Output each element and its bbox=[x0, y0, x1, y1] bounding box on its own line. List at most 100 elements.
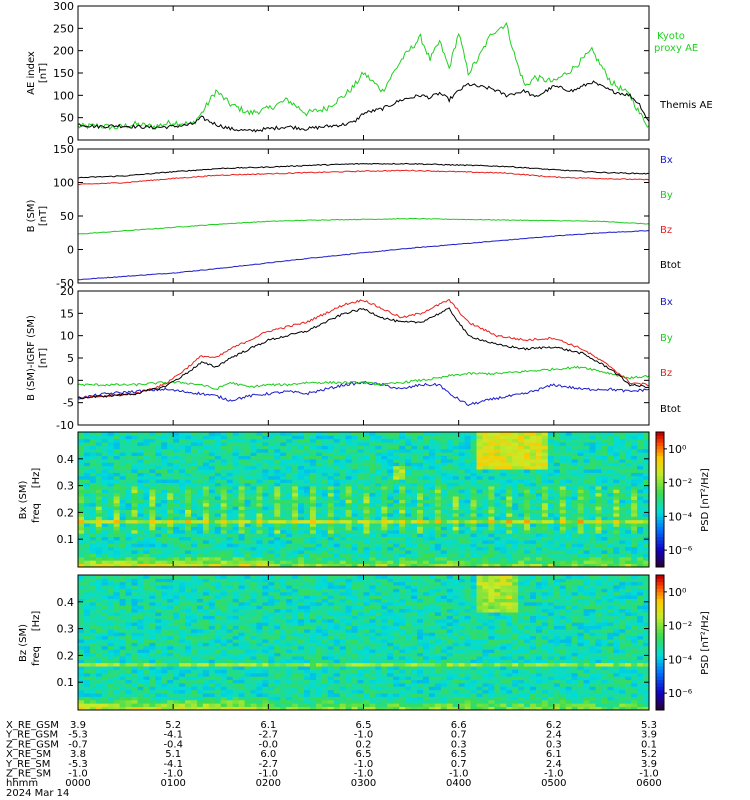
spectrogram-cell bbox=[298, 526, 305, 531]
spectrogram-cell bbox=[553, 550, 561, 554]
spectrogram-cell bbox=[518, 563, 525, 568]
spectrogram-cell bbox=[161, 499, 168, 504]
spectrogram-cell bbox=[238, 445, 245, 450]
spectrogram-cell bbox=[452, 489, 460, 494]
spectrogram-cell bbox=[488, 516, 495, 521]
spectrogram-cell bbox=[202, 585, 210, 589]
spectrogram-cell bbox=[470, 472, 477, 477]
spectrogram-cell bbox=[577, 556, 584, 561]
spectrogram-cell bbox=[601, 499, 608, 504]
spectrogram-cell bbox=[631, 435, 638, 440]
spectrogram-cell bbox=[167, 523, 174, 527]
spectrogram-cell bbox=[422, 536, 430, 541]
spectrogram-cell bbox=[571, 523, 579, 527]
spectrogram-cell bbox=[643, 529, 650, 534]
spectrogram-cell bbox=[417, 499, 424, 504]
spectrogram-cell bbox=[631, 516, 638, 521]
spectrogram-cell bbox=[274, 499, 281, 504]
spectrogram-cell bbox=[458, 438, 466, 443]
spectrogram-cell bbox=[458, 533, 466, 538]
spectrogram-cell bbox=[131, 492, 138, 497]
spectrogram-cell bbox=[393, 465, 400, 470]
spectrogram-cell bbox=[78, 669, 85, 674]
spectrogram-cell bbox=[547, 486, 555, 490]
spectrogram-cell bbox=[506, 540, 513, 544]
spectrogram-cell bbox=[89, 563, 97, 568]
spectrogram-cell bbox=[619, 432, 626, 436]
y-tick-label: 100 bbox=[53, 89, 74, 102]
spectrogram-cell bbox=[107, 629, 115, 633]
spectrogram-cell bbox=[143, 469, 150, 473]
spectrogram-cell bbox=[274, 502, 281, 507]
spectrogram-cell bbox=[143, 645, 150, 650]
spectrogram-cell bbox=[428, 533, 436, 538]
spectrogram-cell bbox=[375, 486, 382, 490]
spectrogram-cell bbox=[196, 578, 204, 583]
spectrogram-cell bbox=[494, 506, 501, 511]
spectrogram-cell bbox=[113, 472, 121, 477]
spectrogram-cell bbox=[506, 546, 513, 551]
colorbar-segment bbox=[656, 543, 664, 548]
spectrogram-cell bbox=[131, 632, 138, 637]
spectrogram-cell bbox=[470, 465, 477, 470]
spectrogram-cell bbox=[107, 526, 115, 531]
spectrogram-cell bbox=[155, 588, 162, 593]
spectrogram-cell bbox=[292, 489, 299, 494]
spectrogram-cell bbox=[191, 632, 198, 637]
spectrogram-cell bbox=[339, 475, 347, 480]
spectrogram-cell bbox=[470, 543, 477, 548]
spectrogram-cell bbox=[83, 595, 91, 600]
spectrogram-cell bbox=[577, 469, 584, 473]
spectrogram-cell bbox=[637, 452, 644, 457]
spectrogram-cell bbox=[321, 513, 329, 517]
spectrogram-cell bbox=[625, 540, 632, 544]
spectrogram-cell bbox=[220, 469, 228, 473]
spectrogram-cell bbox=[601, 519, 608, 524]
spectrogram-cell bbox=[613, 526, 620, 531]
spectrogram-cell bbox=[95, 615, 103, 620]
spectrogram-cell bbox=[185, 639, 192, 643]
spectrogram-cell bbox=[298, 442, 305, 446]
spectrogram-cell bbox=[185, 435, 192, 440]
spectrogram-cell bbox=[89, 479, 97, 484]
spectrogram-cell bbox=[280, 536, 287, 541]
spectrogram-cell bbox=[202, 502, 210, 507]
spectrogram-cell bbox=[286, 546, 293, 551]
spectrogram-cell bbox=[244, 540, 251, 544]
spectrogram-cell bbox=[381, 523, 388, 527]
spectrogram-cell bbox=[298, 533, 305, 538]
bx-spec-y2label: freq bbox=[31, 503, 42, 523]
spectrogram-cell bbox=[89, 499, 97, 504]
spectrogram-cell bbox=[547, 543, 555, 548]
spectrogram-cell bbox=[137, 622, 144, 627]
spectrogram-cell bbox=[643, 540, 650, 544]
spectrogram-cell bbox=[595, 492, 602, 497]
spectrogram-cell bbox=[482, 529, 489, 534]
spectrogram-cell bbox=[357, 469, 364, 473]
spectrogram-cell bbox=[179, 452, 186, 457]
spectrogram-cell bbox=[583, 486, 590, 490]
spectrogram-cell bbox=[559, 492, 567, 497]
spectrogram-cell bbox=[399, 455, 406, 460]
spectrogram-cell bbox=[179, 536, 186, 541]
spectrogram-cell bbox=[637, 435, 644, 440]
spectrogram-cell bbox=[351, 523, 358, 527]
spectrogram-cell bbox=[637, 432, 644, 436]
spectrogram-cell bbox=[625, 502, 632, 507]
spectrogram-cell bbox=[280, 506, 287, 511]
spectrogram-cell bbox=[315, 475, 323, 480]
spectrogram-cell bbox=[137, 553, 144, 558]
spectrogram-cell bbox=[149, 563, 156, 568]
spectrogram-cell bbox=[244, 536, 251, 541]
spectrogram-cell bbox=[119, 602, 126, 606]
spectrogram-cell bbox=[309, 519, 317, 524]
spectrogram-cell bbox=[208, 550, 216, 554]
spectrogram-cell bbox=[607, 459, 614, 463]
spectrogram-cell bbox=[530, 499, 537, 504]
spectrogram-cell bbox=[619, 486, 626, 490]
spectrogram-cell bbox=[417, 550, 424, 554]
spectrogram-cell bbox=[512, 540, 519, 544]
spectrogram-cell bbox=[262, 479, 269, 484]
spectrogram-cell bbox=[399, 432, 406, 436]
spectrogram-cell bbox=[232, 523, 239, 527]
